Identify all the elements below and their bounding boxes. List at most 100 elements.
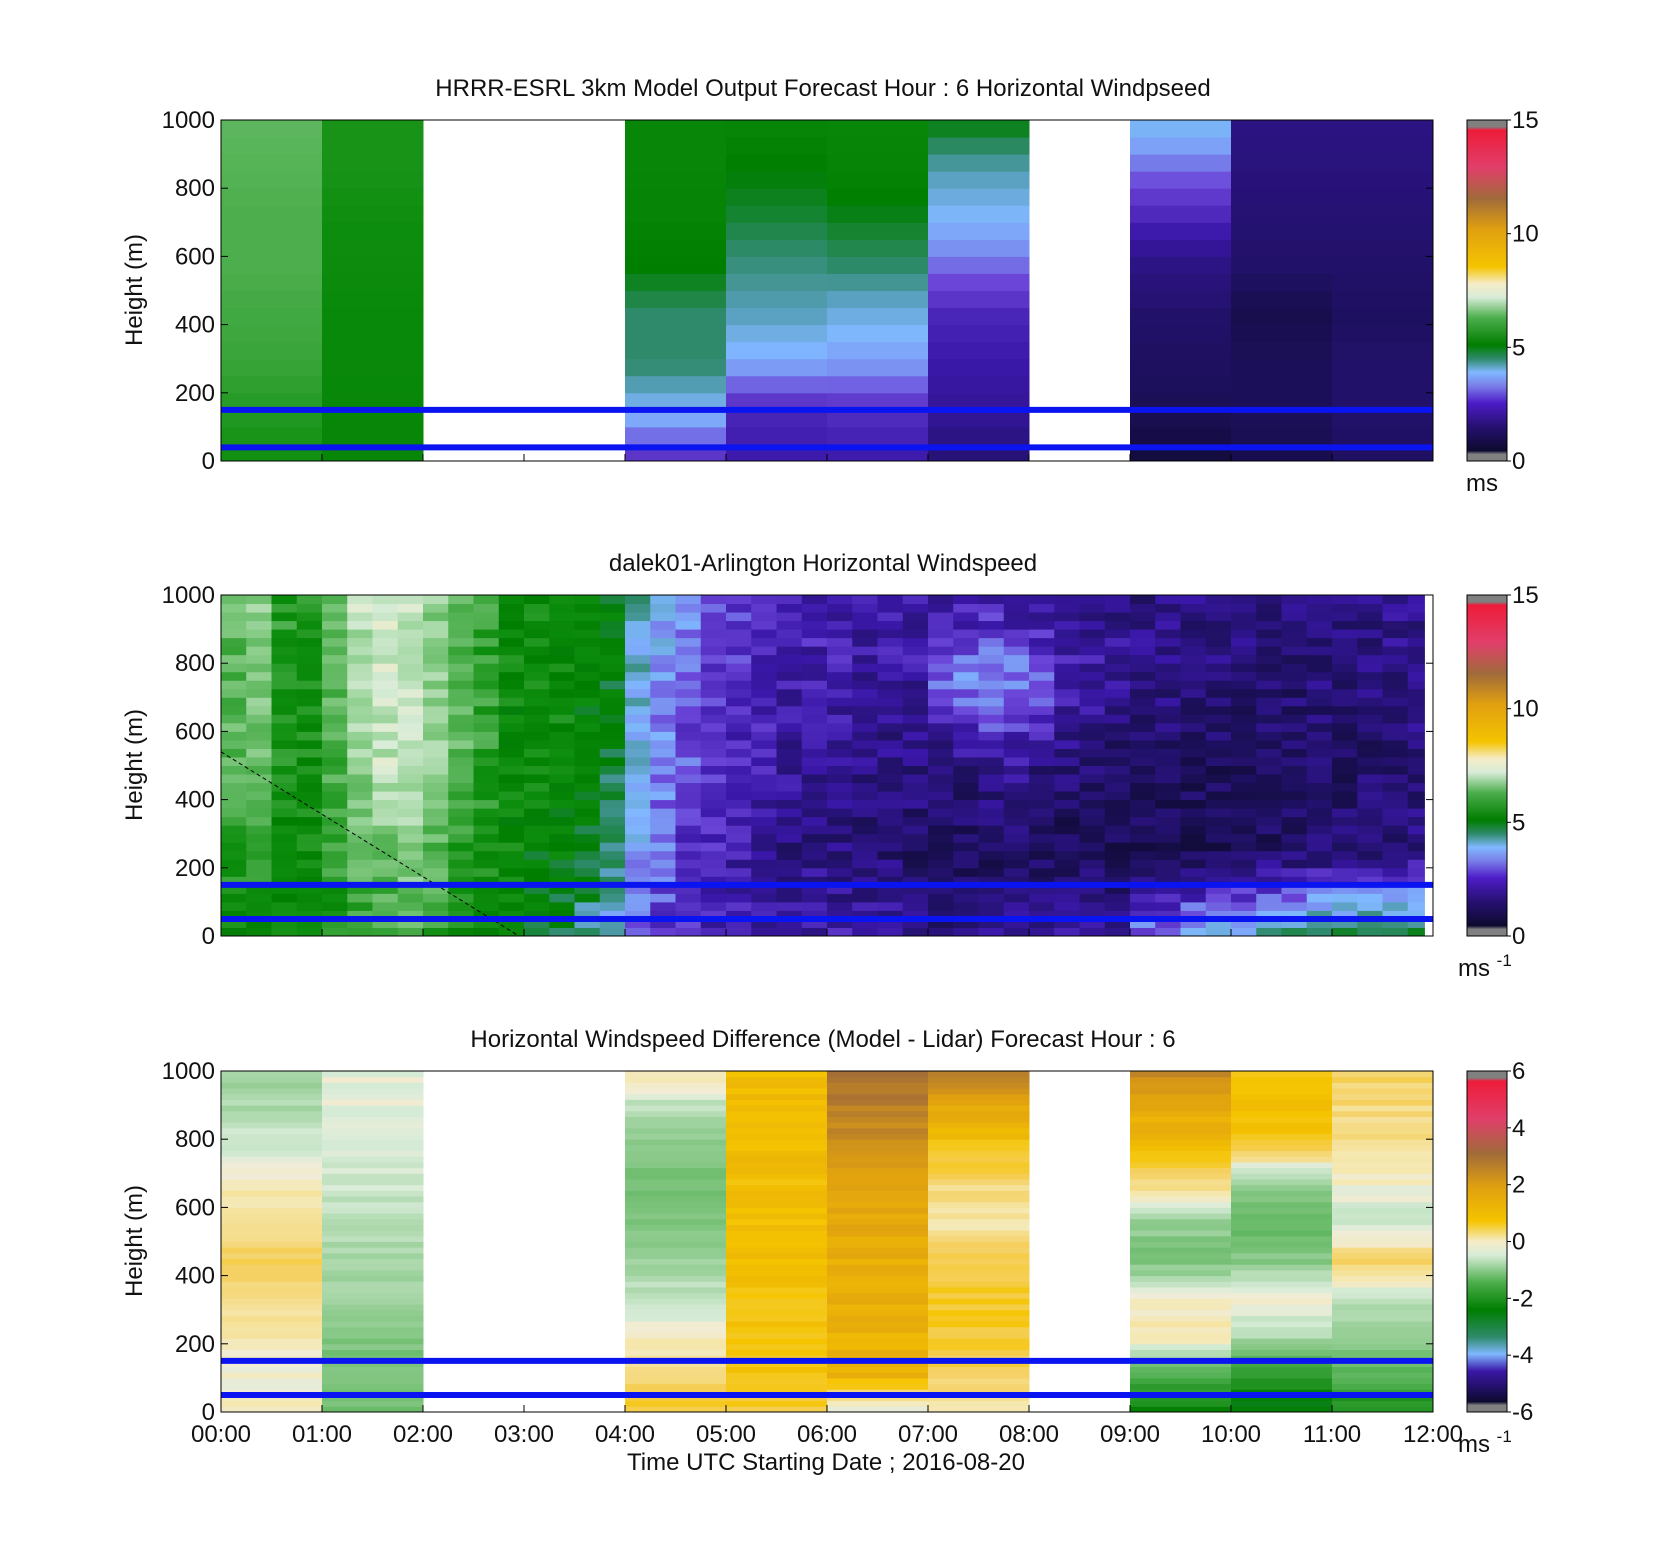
lidar-cell [877, 722, 904, 732]
lidar-cell [1382, 799, 1409, 809]
lidar-cell [1003, 910, 1030, 920]
lidar-cell [498, 671, 525, 681]
model-cell [1332, 222, 1434, 240]
model-cell [625, 324, 727, 343]
lidar-cell [296, 825, 323, 835]
lidar-cell [397, 884, 424, 894]
difference-cell [1231, 1372, 1333, 1379]
lidar-cell [1306, 927, 1333, 937]
difference-cell [827, 1281, 929, 1288]
lidar-cell [397, 893, 424, 903]
lidar-cell [1155, 901, 1181, 911]
lidar-cell [347, 654, 373, 664]
difference-cell [1130, 1309, 1232, 1316]
lidar-cell [1130, 825, 1156, 835]
lidar-cell [1054, 722, 1080, 732]
difference-cell [625, 1190, 727, 1197]
lidar-cell [372, 697, 399, 707]
lidar-cell [221, 850, 247, 860]
lidar-cell [726, 782, 752, 792]
lidar-cell [877, 705, 904, 715]
lidar-cell [1256, 927, 1282, 937]
lidar-cell [801, 799, 828, 809]
lidar-cell [498, 765, 525, 775]
lidar-cell [448, 774, 474, 784]
lidar-cell [1281, 620, 1308, 630]
y-tick-label: 400 [175, 787, 215, 814]
lidar-cell [271, 833, 298, 843]
lidar-cell [1003, 654, 1030, 664]
lidar-cell [625, 697, 651, 707]
lidar-cell [397, 663, 424, 673]
model-cell [322, 426, 424, 445]
lidar-cell [423, 927, 449, 937]
lidar-cell [700, 731, 727, 741]
model-cell [1332, 120, 1434, 138]
difference-cell [1332, 1076, 1434, 1083]
lidar-cell [448, 714, 474, 724]
lidar-cell [1306, 595, 1333, 605]
lidar-cell [473, 850, 500, 860]
lidar-cell [221, 842, 247, 852]
difference-cell [726, 1144, 828, 1152]
lidar-cell [1003, 825, 1030, 835]
lidar-cell [296, 739, 323, 749]
lidar-cell [852, 637, 878, 647]
lidar-cell [827, 612, 853, 622]
lidar-column [549, 595, 575, 937]
lidar-cell [852, 756, 878, 766]
model-cell [928, 222, 1030, 240]
lidar-cell [473, 825, 500, 835]
model-cell [726, 341, 828, 360]
lidar-cell [953, 705, 979, 715]
lidar-cell [574, 867, 601, 877]
lidar-cell [574, 765, 601, 775]
lidar-cell [1281, 774, 1308, 784]
lidar-cell [1306, 756, 1333, 766]
lidar-cell [1332, 714, 1358, 724]
difference-cell [221, 1349, 323, 1356]
lidar-cell [1104, 833, 1131, 843]
lidar-cell [650, 756, 676, 766]
lidar-cell [1205, 884, 1232, 894]
difference-cell [625, 1321, 727, 1328]
lidar-cell [1332, 629, 1358, 639]
lidar-cell [675, 705, 702, 715]
lidar-cell [978, 756, 1005, 766]
lidar-cell [852, 697, 878, 707]
lidar-cell [1382, 765, 1409, 775]
lidar-cell [877, 680, 904, 690]
difference-cell [322, 1093, 424, 1100]
lidar-cell [953, 808, 979, 818]
difference-cell [221, 1088, 323, 1095]
model-cell [928, 392, 1030, 411]
lidar-cell [877, 859, 904, 869]
lidar-cell [902, 654, 929, 664]
model-cell [1130, 222, 1232, 240]
lidar-cell [877, 629, 904, 639]
difference-cell [827, 1241, 929, 1248]
model-cell [827, 307, 929, 326]
lidar-cell [877, 893, 904, 903]
lidar-cell [246, 774, 272, 784]
lidar-cell [751, 629, 777, 639]
difference-cell [827, 1110, 929, 1117]
lidar-cell [675, 629, 702, 639]
difference-cell [928, 1338, 1030, 1345]
lidar-cell [599, 748, 626, 758]
difference-cell [625, 1304, 727, 1311]
difference-cell [221, 1213, 323, 1220]
lidar-cell [978, 714, 1005, 724]
lidar-cell [473, 680, 500, 690]
lidar-cell [549, 646, 575, 656]
lidar-cell [221, 791, 247, 801]
difference-cell [322, 1247, 424, 1254]
lidar-cell [599, 859, 626, 869]
lidar-cell [296, 791, 323, 801]
lidar-cell [549, 918, 575, 928]
lidar-cell [928, 603, 954, 613]
difference-cell [625, 1127, 727, 1135]
lidar-cell [700, 808, 727, 818]
lidar-cell [1407, 842, 1434, 852]
lidar-cell [1357, 731, 1383, 741]
